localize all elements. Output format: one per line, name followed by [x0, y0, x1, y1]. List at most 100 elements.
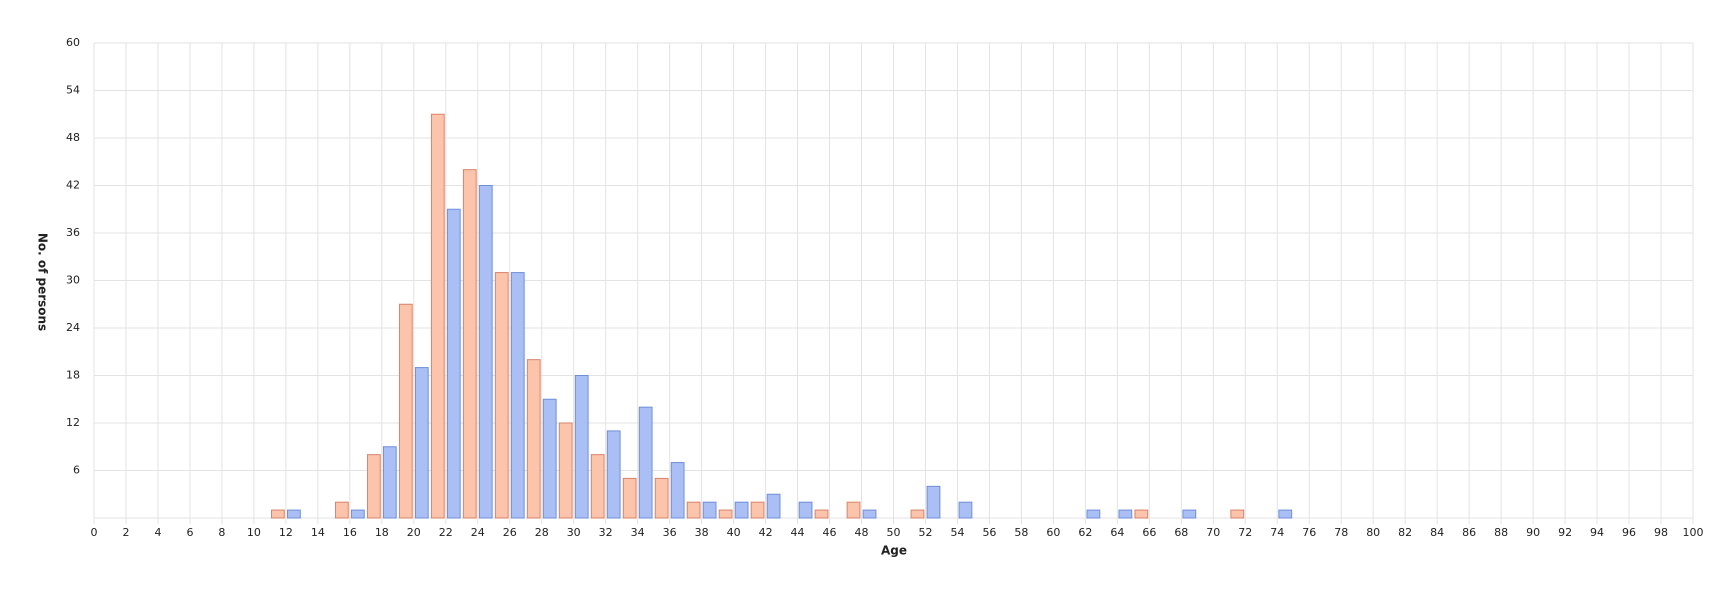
x-tick-label: 28	[535, 526, 549, 539]
bar	[766, 493, 781, 519]
bar	[750, 501, 765, 519]
x-tick-label: 66	[1142, 526, 1156, 539]
bar	[574, 375, 589, 519]
x-tick-label: 18	[375, 526, 389, 539]
x-tick-label: 30	[567, 526, 581, 539]
x-tick-label: 80	[1366, 526, 1380, 539]
x-tick-label: 60	[1046, 526, 1060, 539]
x-tick-label: 96	[1622, 526, 1636, 539]
x-tick-label: 72	[1238, 526, 1252, 539]
bar	[638, 406, 653, 519]
x-tick-label: 36	[663, 526, 677, 539]
y-tick-label: 60	[66, 36, 80, 49]
x-tick-label: 68	[1174, 526, 1188, 539]
bar	[910, 509, 925, 519]
y-tick-label: 12	[66, 416, 80, 429]
x-tick-label: 84	[1430, 526, 1444, 539]
x-tick-label: 54	[950, 526, 964, 539]
x-tick-label: 48	[855, 526, 869, 539]
bar	[1118, 509, 1133, 519]
y-tick-label: 18	[66, 369, 80, 382]
y-tick-label: 54	[66, 84, 80, 97]
bar	[430, 113, 445, 519]
x-tick-label: 6	[186, 526, 193, 539]
x-tick-label: 26	[503, 526, 517, 539]
bar	[798, 501, 813, 519]
x-tick-label: 34	[631, 526, 645, 539]
bar	[1230, 509, 1245, 519]
x-tick-label: 64	[1110, 526, 1124, 539]
bar	[478, 185, 493, 519]
bar	[606, 430, 621, 519]
x-tick-label: 40	[727, 526, 741, 539]
x-tick-label: 4	[154, 526, 161, 539]
x-tick-label: 42	[759, 526, 773, 539]
bar	[510, 272, 525, 519]
bar	[462, 169, 477, 519]
x-tick-label: 98	[1654, 526, 1668, 539]
x-tick-label: 94	[1590, 526, 1604, 539]
bar	[286, 509, 301, 519]
y-tick-label: 6	[73, 464, 80, 477]
x-tick-label: 44	[791, 526, 805, 539]
y-tick-label: 48	[66, 131, 80, 144]
bar	[1182, 509, 1197, 519]
x-tick-label: 90	[1526, 526, 1540, 539]
x-tick-label: 88	[1494, 526, 1508, 539]
x-tick-label: 20	[407, 526, 421, 539]
x-tick-label: 58	[1014, 526, 1028, 539]
x-tick-label: 52	[918, 526, 932, 539]
x-tick-label: 14	[311, 526, 325, 539]
bar	[526, 359, 541, 519]
bar	[670, 462, 685, 519]
bar	[1134, 509, 1149, 519]
bar	[398, 303, 413, 519]
x-tick-label: 86	[1462, 526, 1476, 539]
bar	[702, 501, 717, 519]
bar	[350, 509, 365, 519]
x-tick-label: 10	[247, 526, 261, 539]
bar	[718, 509, 733, 519]
bar	[622, 477, 637, 519]
bar	[558, 422, 573, 519]
y-tick-label: 24	[66, 321, 80, 334]
x-tick-label: 22	[439, 526, 453, 539]
x-tick-label: 78	[1334, 526, 1348, 539]
bar	[334, 501, 349, 519]
bar	[814, 509, 829, 519]
bar	[542, 398, 557, 519]
bar	[686, 501, 701, 519]
x-tick-label: 32	[599, 526, 613, 539]
bar	[862, 509, 877, 519]
y-tick-label: 42	[66, 179, 80, 192]
bar	[654, 477, 669, 519]
x-tick-label: 74	[1270, 526, 1284, 539]
bar	[734, 501, 749, 519]
bar	[958, 501, 973, 519]
x-tick-label: 16	[343, 526, 357, 539]
x-axis-title: Age	[881, 544, 907, 558]
x-tick-label: 12	[279, 526, 293, 539]
bar	[494, 272, 509, 519]
x-tick-label: 46	[823, 526, 837, 539]
x-tick-label: 8	[218, 526, 225, 539]
x-tick-label: 82	[1398, 526, 1412, 539]
x-tick-label: 0	[91, 526, 98, 539]
bar	[846, 501, 861, 519]
y-tick-label: 30	[66, 274, 80, 287]
bar	[382, 446, 397, 519]
x-tick-label: 70	[1206, 526, 1220, 539]
x-tick-label: 24	[471, 526, 485, 539]
x-tick-label: 76	[1302, 526, 1316, 539]
bar	[414, 367, 429, 519]
bar	[446, 208, 461, 519]
bar	[366, 454, 381, 519]
x-tick-label: 100	[1683, 526, 1704, 539]
x-tick-label: 50	[887, 526, 901, 539]
bar	[926, 485, 941, 519]
bar	[1278, 509, 1293, 519]
y-tick-label: 36	[66, 226, 80, 239]
x-tick-label: 92	[1558, 526, 1572, 539]
x-tick-label: 38	[695, 526, 709, 539]
